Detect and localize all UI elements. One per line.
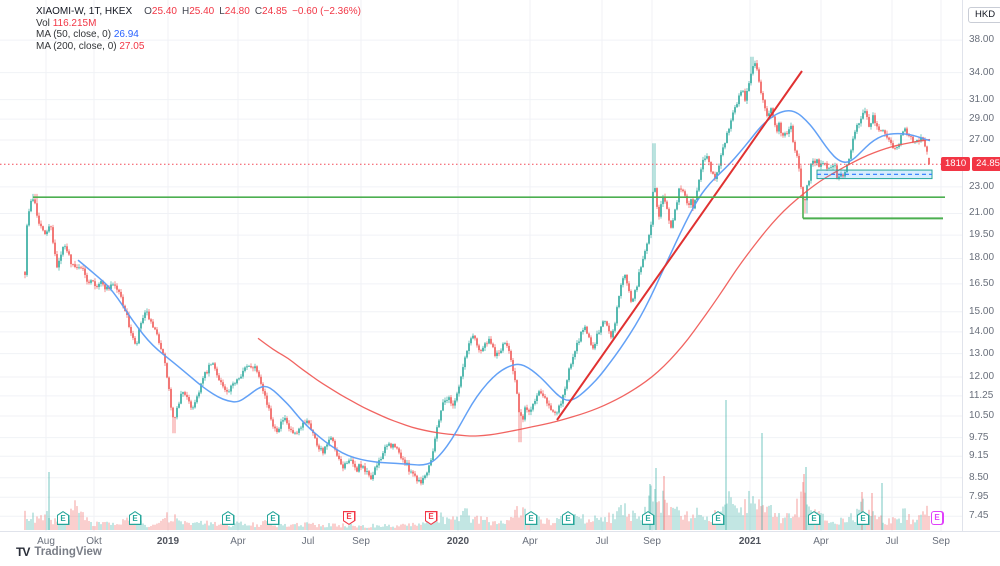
price-tick-label: 34.00 bbox=[969, 66, 995, 78]
ohlc-key: L bbox=[219, 6, 225, 17]
tradingview-logo-mark: TV bbox=[16, 545, 30, 559]
price-tick-label: 9.15 bbox=[969, 450, 989, 462]
price-tick-label: 8.50 bbox=[969, 471, 989, 483]
time-tick-label: Sep bbox=[352, 536, 370, 547]
time-tick-label: 2021 bbox=[738, 536, 762, 547]
volume-label[interactable]: Vol bbox=[36, 17, 50, 29]
price-tick-label: 16.50 bbox=[969, 277, 995, 289]
price-tick-label: 19.50 bbox=[969, 229, 995, 241]
price-tick-label: 38.00 bbox=[969, 34, 995, 46]
time-tick-label: 2020 bbox=[446, 536, 470, 547]
ohlc-value: 25.40 bbox=[189, 6, 215, 17]
price-tick-label: 14.00 bbox=[969, 325, 995, 337]
time-tick-label: Apr bbox=[230, 536, 246, 547]
price-tick-label: 27.00 bbox=[969, 134, 995, 145]
tradingview-logo[interactable]: TV TradingView bbox=[16, 545, 102, 559]
price-tick-label: 12.00 bbox=[969, 370, 995, 382]
price-tick-label: 10.50 bbox=[969, 410, 995, 421]
price-tick-label: 21.00 bbox=[969, 207, 995, 219]
time-tick-label: Okt bbox=[86, 536, 102, 547]
legend-ma200-row: MA (200, close, 0) 27.05 bbox=[36, 41, 361, 53]
price-tick-label: 13.00 bbox=[969, 347, 995, 359]
time-tick-label: Aug bbox=[37, 536, 55, 547]
ma200-value: 27.05 bbox=[119, 40, 145, 52]
price-tick-label: 11.25 bbox=[969, 389, 994, 401]
ma200-line bbox=[257, 138, 931, 437]
earnings-marker-icon[interactable]: E bbox=[56, 511, 70, 525]
ma50-value: 26.94 bbox=[113, 29, 139, 40]
price-tick-label: 15.00 bbox=[969, 305, 995, 317]
price-tick-label: 7.95 bbox=[969, 491, 989, 503]
earnings-marker-icon[interactable]: E bbox=[641, 511, 655, 525]
price-tick-label: 9.75 bbox=[969, 431, 989, 443]
ma50-line bbox=[77, 110, 931, 466]
time-axis[interactable]: Aug Okt 2019 Apr Jul Sep 2020 Apr Jul Sep 2021 Apr J… bbox=[0, 531, 1000, 566]
earnings-marker-icon[interactable]: E bbox=[856, 511, 870, 525]
time-tick-label: Sep bbox=[932, 536, 950, 547]
earnings-marker-icon[interactable]: E bbox=[930, 511, 944, 525]
time-tick-label: Jul bbox=[885, 536, 899, 547]
earnings-marker-icon[interactable]: E bbox=[524, 511, 538, 525]
ohlc-key: O bbox=[144, 6, 152, 17]
time-tick-label: Apr bbox=[813, 536, 829, 547]
legend-ma50-row: MA (50, close, 0) 26.94 bbox=[36, 29, 361, 41]
earnings-marker-icon[interactable]: E bbox=[561, 511, 575, 525]
ohlc-key: H bbox=[181, 6, 190, 17]
ma50-label[interactable]: MA (50, close, 0) bbox=[36, 29, 112, 40]
price-axis[interactable]: HKD 38.00 34.00 31.00 29.00 27.00 23.00 21.00 1… bbox=[962, 0, 1000, 531]
price-tick-label: 18.00 bbox=[969, 252, 995, 264]
ohlc-value: 24.85 bbox=[262, 6, 288, 17]
ma200-label[interactable]: MA (200, close, 0) bbox=[36, 40, 117, 52]
earnings-marker-icon[interactable]: E bbox=[424, 511, 438, 525]
price-tick-label: 29.00 bbox=[969, 113, 995, 125]
earnings-marker-icon[interactable]: E bbox=[807, 511, 821, 525]
ohlc-key: C bbox=[254, 6, 263, 17]
time-tick-label: 2019 bbox=[156, 536, 180, 547]
price-tick-label: 23.00 bbox=[969, 180, 995, 192]
time-tick-label: Sep bbox=[643, 536, 661, 547]
time-tick-label: Apr bbox=[522, 536, 538, 547]
last-price-value: 24.85 bbox=[972, 157, 1000, 171]
price-chart-canvas[interactable] bbox=[0, 0, 962, 531]
last-price-badge[interactable]: 1810 24.85 bbox=[941, 157, 1000, 171]
currency-button[interactable]: HKD bbox=[968, 7, 1000, 23]
tradingview-logo-text: TradingView bbox=[34, 546, 102, 558]
change-value: −0.60 (−2.36%) bbox=[292, 6, 362, 17]
legend-symbol-row: XIAOMI-W, 1T, HKEX O25.40 H25.40 L24.80 C24.… bbox=[36, 6, 361, 18]
price-tick-label: 31.00 bbox=[969, 93, 995, 105]
symbol-title[interactable]: XIAOMI-W, 1T, HKEX bbox=[36, 6, 133, 17]
trend-line bbox=[556, 70, 803, 421]
legend-volume-row: Vol 116.215M bbox=[36, 18, 361, 30]
time-tick-label: Jul bbox=[301, 536, 315, 547]
earnings-marker-icon[interactable]: E bbox=[266, 511, 280, 525]
ohlc-value: 24.80 bbox=[224, 6, 250, 17]
earnings-marker-icon[interactable]: E bbox=[221, 511, 235, 525]
volume-value: 116.215M bbox=[52, 17, 97, 29]
bar-countdown: 1810 bbox=[941, 157, 971, 171]
earnings-marker-icon[interactable]: E bbox=[342, 511, 356, 525]
ohlc-values: O25.40 H25.40 L24.80 C24.85 bbox=[139, 6, 287, 17]
ohlc-value: 25.40 bbox=[151, 6, 177, 17]
chart-legend: XIAOMI-W, 1T, HKEX O25.40 H25.40 L24.80 C24.… bbox=[36, 6, 361, 52]
chart-pane[interactable]: XIAOMI-W, 1T, HKEX O25.40 H25.40 L24.80 C24.… bbox=[0, 0, 1000, 531]
time-tick-label: Jul bbox=[595, 536, 609, 547]
earnings-marker-icon[interactable]: E bbox=[711, 511, 725, 525]
price-tick-label: 7.45 bbox=[969, 510, 989, 522]
earnings-marker-icon[interactable]: E bbox=[128, 511, 142, 525]
